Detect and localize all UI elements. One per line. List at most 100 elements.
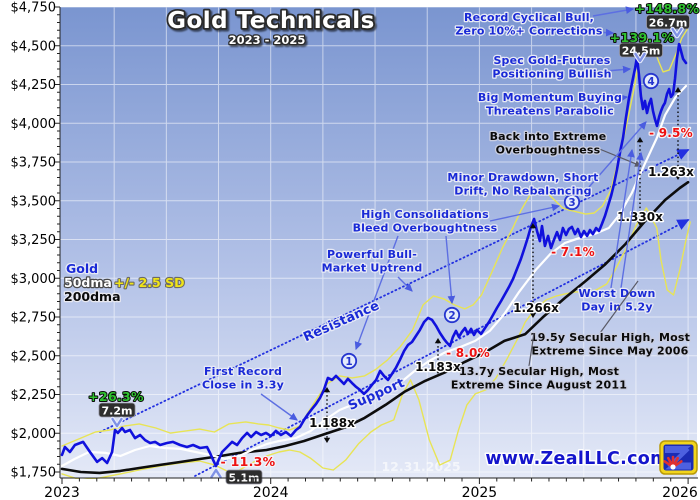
annotation-arrow-high-consolidations-1 <box>445 235 456 305</box>
resistance-line <box>99 149 690 433</box>
watermark-date: 12.31.2025 <box>381 459 460 474</box>
chevron-upleg-oct-2025-icon <box>634 52 646 63</box>
badge-dur-upleg-oct-2025: 24.5m <box>622 44 661 57</box>
badge-pct-correction-2023: - 11.3% <box>220 454 275 469</box>
wave-circle-1 <box>340 352 358 370</box>
page-title: Gold Technicals <box>167 8 375 34</box>
annotation-drawdown-7-1: - 7.1% <box>550 244 596 260</box>
annotation-text-secular-high-13-7y-1: Extreme Since August 2011 <box>451 379 627 392</box>
annotation-arrow-high-consolidations-2 <box>354 235 399 351</box>
annotation-arrow-spec-gold-futures-0 <box>605 65 632 74</box>
annotation-text-secular-high-13-7y-0: 13.7y Secular High, Most <box>459 365 619 378</box>
annotation-text-spec-gold-futures-0: Spec Gold-Futures <box>493 54 610 67</box>
rma-arrow-up <box>529 223 537 229</box>
badge-dur-upleg-dec-2025: 26.7m <box>649 16 688 29</box>
rma-label-1.188x: 1.188x <box>309 416 355 430</box>
wave-circle-num-2: 2 <box>448 310 455 322</box>
y-tick-label: $2,500 <box>11 349 57 364</box>
annotation-powerful-uptrend: Powerful Bull-Market Uptrend <box>320 247 424 292</box>
annotation-text-first-record-close-0: First Record <box>204 365 282 378</box>
x-tick-label: 2025 <box>462 485 498 500</box>
annotation-arrow-worst-down-day-1 <box>620 151 644 289</box>
y-tick-label: $2,250 <box>11 388 57 403</box>
annotation-text-record-cyclical-bull-1: Zero 10%+ Corrections <box>455 25 603 38</box>
legend-200dma: 200dma <box>64 289 121 304</box>
annotation-text-drawdown-8-0-0: - 8.0% <box>446 346 490 360</box>
rma-arrow-up <box>323 387 331 393</box>
annotation-text-secular-high-19-5y-1: Extreme Since May 2006 <box>532 345 689 358</box>
annotation-text-secular-high-19-5y-0: 19.5y Secular High, Most <box>530 331 690 344</box>
y-tick-label: $3,750 <box>11 156 57 171</box>
rma-arrow-up <box>434 338 442 344</box>
rma-label-1.266x: 1.266x <box>513 301 559 315</box>
rma-arrow-down <box>434 368 442 374</box>
gridlines <box>60 6 697 478</box>
annotation-arrow-minor-drawdown-0 <box>588 121 647 188</box>
wave-circle-num-4: 4 <box>647 76 654 88</box>
rma-arrow-down <box>323 437 331 443</box>
annotation-arrow-record-cyclical-bull-0 <box>592 6 635 17</box>
annotation-text-high-consolidations-0: High Consolidations <box>361 208 489 221</box>
annotation-text-big-momentum-buying-1: Threatens Parabolic <box>486 105 614 118</box>
badge-pct-upleg-2023: +26.3% <box>88 389 144 404</box>
annotation-arrow-worst-down-day-0 <box>610 148 635 289</box>
annotation-text-minor-drawdown-0: Minor Drawdown, Short <box>447 171 598 184</box>
y-tick-label: $4,000 <box>11 117 57 132</box>
annotation-text-back-into-overboughtness-1: Overboughtness <box>496 144 601 157</box>
badges: +26.3%7.2m- 11.3%5.1m+139.1%24.5m+148.8%… <box>87 0 700 485</box>
annotation-text-powerful-uptrend-0: Powerful Bull- <box>327 248 417 261</box>
annotation-text-record-cyclical-bull-0: Record Cyclical Bull, <box>464 11 594 24</box>
rma-label-1.263x: 1.263x <box>648 165 694 179</box>
annotation-arrow-high-consolidations-0 <box>489 203 561 222</box>
x-tick-label: 2026 <box>662 485 698 500</box>
annotation-arrow-record-cyclical-bull-1 <box>594 28 615 37</box>
badge-box-upleg-2023 <box>98 402 136 418</box>
wave-circle-4 <box>642 72 660 90</box>
badge-pct-upleg-dec-2025: +148.8% <box>635 1 700 16</box>
wave-circle-num-1: 1 <box>345 356 352 368</box>
rma-label-1.330x: 1.330x <box>617 210 663 224</box>
rma-arrow-up <box>674 87 682 93</box>
annotation-arrow-powerful-uptrend-0 <box>397 276 413 292</box>
wave-circles: 1 2 3 4 <box>340 72 660 370</box>
annotation-text-back-into-overboughtness-0: Back into Extreme <box>490 130 607 143</box>
zeal-logo-icon <box>659 440 698 475</box>
annotation-arrow-first-record-close-0 <box>260 393 298 421</box>
y-tick-label: $4,750 <box>11 1 57 16</box>
annotation-text-spec-gold-futures-1: Positioning Bullish <box>492 68 611 81</box>
annotation-arrow-secular-high-13-7y-0 <box>528 332 535 367</box>
axis-labels: $1,750 $2,000 $2,250 $2,500 $2,750 $3,000 $3,2… <box>11 1 698 500</box>
y-tick-label: $4,250 <box>11 78 57 93</box>
wave-circle-num-3: 3 <box>568 197 575 209</box>
annotation-text-drawdown-9-5-0: - 9.5% <box>649 126 693 140</box>
series-50dma <box>60 84 688 468</box>
wave-circle-3 <box>563 193 581 211</box>
rma-arrow-down <box>636 220 644 226</box>
badge-pct-upleg-oct-2025: +139.1% <box>610 30 675 45</box>
page-subtitle: 2023 - 2025 <box>229 33 306 47</box>
y-tick-label: $2,000 <box>11 427 57 442</box>
annotation-text-big-momentum-buying-0: Big Momentum Buying <box>478 91 622 104</box>
badge-box-upleg-dec-2025 <box>646 14 690 30</box>
series-gold <box>60 42 688 468</box>
chevron-upleg-dec-2025-icon <box>671 27 683 38</box>
legend-sd-band: +/- 2.5 SD <box>114 275 184 290</box>
y-tick-label: $4,500 <box>11 39 57 54</box>
chevron-correction-2023-icon <box>210 468 222 479</box>
logo-shell <box>663 455 683 470</box>
annotation-arrow-back-into-overboughtness-0 <box>596 147 642 167</box>
annotation-arrow-secular-high-19-5y-0 <box>599 280 639 334</box>
annotation-text-powerful-uptrend-1: Market Uptrend <box>322 262 423 275</box>
series-200dma <box>60 180 690 475</box>
